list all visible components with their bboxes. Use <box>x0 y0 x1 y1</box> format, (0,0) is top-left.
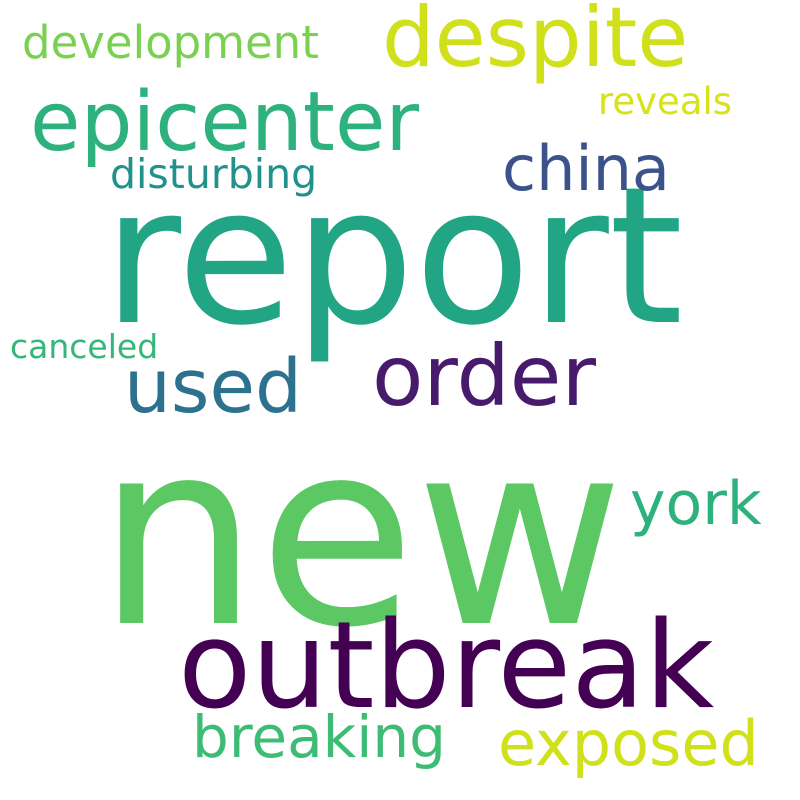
word-york: york <box>630 469 762 539</box>
word-canceled: canceled <box>10 327 159 366</box>
word-china: china <box>502 132 670 205</box>
word-report: report <box>103 146 684 367</box>
word-disturbing: disturbing <box>110 150 318 198</box>
word-development: development <box>22 16 319 69</box>
word-order: order <box>372 327 596 425</box>
word-used: used <box>124 344 302 430</box>
word-new: new <box>97 387 625 684</box>
word-reveals: reveals <box>598 80 733 123</box>
word-breaking: breaking <box>192 703 446 771</box>
word-epicenter: epicenter <box>30 75 420 170</box>
word-despite: despite <box>382 0 689 86</box>
word-exposed: exposed <box>498 707 759 780</box>
word-outbreak: outbreak <box>178 597 715 736</box>
